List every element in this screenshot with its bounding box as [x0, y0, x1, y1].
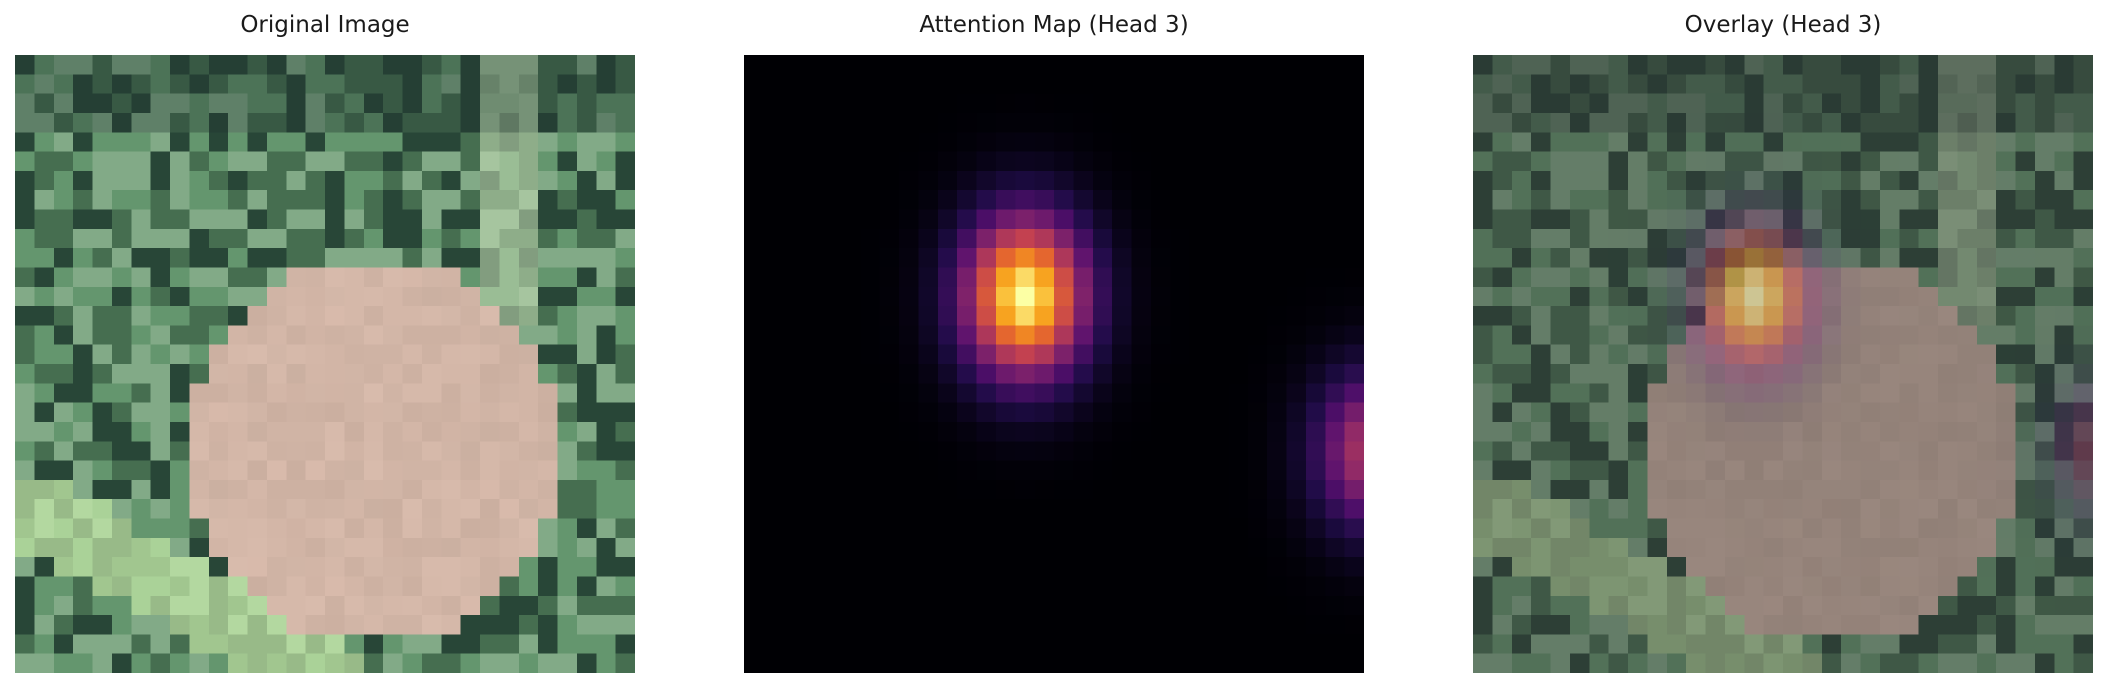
overlay-image-canvas	[1473, 55, 2093, 673]
original-image	[15, 55, 635, 673]
panel-title: Original Image	[240, 12, 410, 38]
panel-attention-map: Attention Map (Head 3)	[744, 0, 1364, 688]
panel-overlay: Overlay (Head 3)	[1473, 0, 2093, 688]
panel-original-image: Original Image	[15, 0, 635, 688]
attention-heatmap	[744, 55, 1364, 673]
attention-heatmap-canvas	[744, 55, 1364, 673]
overlay-image	[1473, 55, 2093, 673]
original-image-canvas	[15, 55, 635, 673]
panel-title: Attention Map (Head 3)	[919, 12, 1189, 38]
panel-title: Overlay (Head 3)	[1684, 12, 1882, 38]
